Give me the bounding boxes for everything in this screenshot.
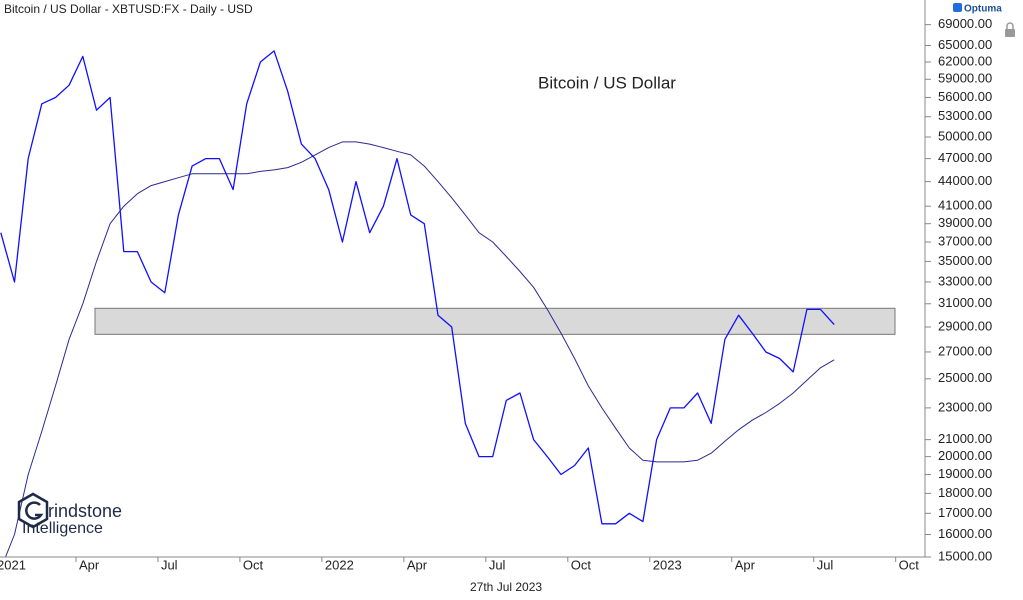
x-tick-label: Apr — [79, 557, 100, 572]
moving-average-line — [4, 141, 835, 557]
x-tick-label: Jul — [489, 557, 506, 572]
price-line — [0, 50, 835, 525]
lock-icon — [1005, 22, 1015, 37]
y-tick-label: 56000.00 — [938, 89, 992, 104]
y-tick-label: 41000.00 — [938, 198, 992, 213]
y-tick-label: 65000.00 — [938, 37, 992, 52]
y-tick-label: 37000.00 — [938, 233, 992, 248]
x-tick-label: Jul — [817, 557, 834, 572]
brand-name: Optuma — [964, 4, 1002, 15]
chart-header: Bitcoin / US Dollar - XBTUSD:FX - Daily … — [4, 2, 253, 16]
y-tick-label: 17000.00 — [938, 505, 992, 520]
x-tick-label: Apr — [407, 557, 428, 572]
y-tick-label: 25000.00 — [938, 370, 992, 385]
y-tick-label: 15000.00 — [938, 548, 992, 563]
y-tick-label: 21000.00 — [938, 431, 992, 446]
y-tick-label: 20000.00 — [938, 448, 992, 463]
y-tick-label: 39000.00 — [938, 215, 992, 230]
y-tick-label: 18000.00 — [938, 485, 992, 500]
y-tick-label: 47000.00 — [938, 150, 992, 165]
y-tick-label: 31000.00 — [938, 295, 992, 310]
y-tick-label: 69000.00 — [938, 16, 992, 31]
x-tick-label: Jul — [161, 557, 178, 572]
brand-icon — [953, 3, 962, 12]
brand-logo: Optuma — [953, 3, 1002, 15]
x-tick-label: Apr — [735, 557, 756, 572]
y-tick-label: 59000.00 — [938, 71, 992, 86]
y-tick-label: 19000.00 — [938, 466, 992, 481]
y-tick-label: 62000.00 — [938, 53, 992, 68]
y-tick-label: 53000.00 — [938, 108, 992, 123]
y-tick-label: 50000.00 — [938, 128, 992, 143]
chart-date: 27th Jul 2023 — [470, 580, 542, 594]
watermark-line2: Intelligence — [22, 520, 103, 537]
support-zone — [94, 307, 896, 335]
x-tick-label: Oct — [571, 557, 592, 572]
y-tick-label: 23000.00 — [938, 399, 992, 414]
x-tick-label: Oct — [243, 557, 264, 572]
watermark-line1: rindstone — [48, 501, 122, 521]
y-tick-label: 29000.00 — [938, 318, 992, 333]
x-tick-label: 2021 — [0, 557, 26, 572]
plot-area — [0, 50, 896, 557]
x-tick-label: Oct — [899, 557, 920, 572]
x-tick-label: 2023 — [653, 557, 682, 572]
x-tick-label: 2022 — [325, 557, 354, 572]
y-tick-label: 33000.00 — [938, 273, 992, 288]
y-tick-label: 27000.00 — [938, 343, 992, 358]
series-label: Bitcoin / US Dollar — [538, 73, 676, 92]
y-tick-label: 44000.00 — [938, 173, 992, 188]
y-tick-label: 35000.00 — [938, 253, 992, 268]
y-tick-label: 16000.00 — [938, 526, 992, 541]
watermark: rindstone Intelligence — [17, 492, 122, 537]
